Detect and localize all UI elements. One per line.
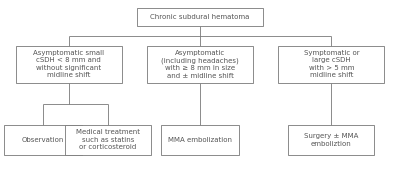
FancyBboxPatch shape [288,125,374,155]
FancyBboxPatch shape [137,8,263,26]
Text: Symptomatic or
large cSDH
with > 5 mm
midline shift: Symptomatic or large cSDH with > 5 mm mi… [304,50,359,78]
FancyBboxPatch shape [4,125,82,155]
Text: Asymptomatic
(including headaches)
with ≥ 8 mm in size
and ± midline shift: Asymptomatic (including headaches) with … [161,50,239,79]
FancyBboxPatch shape [16,46,122,83]
Text: Observation: Observation [22,137,64,143]
Text: MMA embolization: MMA embolization [168,137,232,143]
Text: Asymptomatic small
cSDH < 8 mm and
without significant
midline shift: Asymptomatic small cSDH < 8 mm and witho… [33,50,104,78]
Text: Medical treatment
such as statins
or corticosteroid: Medical treatment such as statins or cor… [76,130,140,150]
FancyBboxPatch shape [161,125,239,155]
FancyBboxPatch shape [65,125,151,155]
Text: Surgery ± MMA
emboliztion: Surgery ± MMA emboliztion [304,133,358,147]
Text: Chronic subdural hematoma: Chronic subdural hematoma [150,14,250,20]
FancyBboxPatch shape [278,46,384,83]
FancyBboxPatch shape [147,46,253,83]
